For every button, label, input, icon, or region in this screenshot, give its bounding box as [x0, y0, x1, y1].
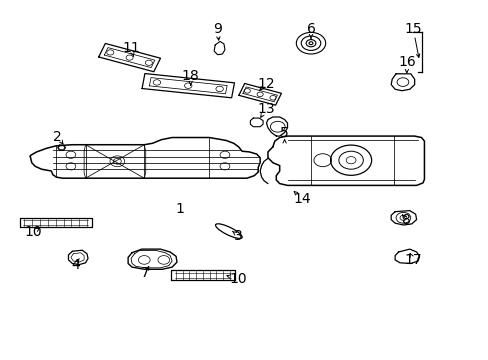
Text: 13: 13 [257, 102, 275, 116]
Text: 10: 10 [24, 225, 42, 239]
Text: 9: 9 [213, 22, 222, 36]
Text: 10: 10 [229, 272, 247, 286]
Text: 14: 14 [293, 192, 310, 206]
Text: 5: 5 [280, 126, 288, 140]
Text: 3: 3 [234, 229, 243, 243]
Text: 11: 11 [122, 41, 140, 54]
Text: 16: 16 [397, 55, 415, 69]
Text: 18: 18 [182, 69, 199, 82]
Text: 2: 2 [53, 130, 62, 144]
Text: 7: 7 [141, 266, 150, 280]
Text: 4: 4 [71, 258, 80, 271]
Text: 6: 6 [306, 22, 315, 36]
Text: 12: 12 [257, 77, 275, 90]
Text: 1: 1 [175, 202, 184, 216]
Text: 8: 8 [402, 213, 410, 227]
Text: 17: 17 [404, 253, 421, 267]
Text: 15: 15 [404, 22, 421, 36]
